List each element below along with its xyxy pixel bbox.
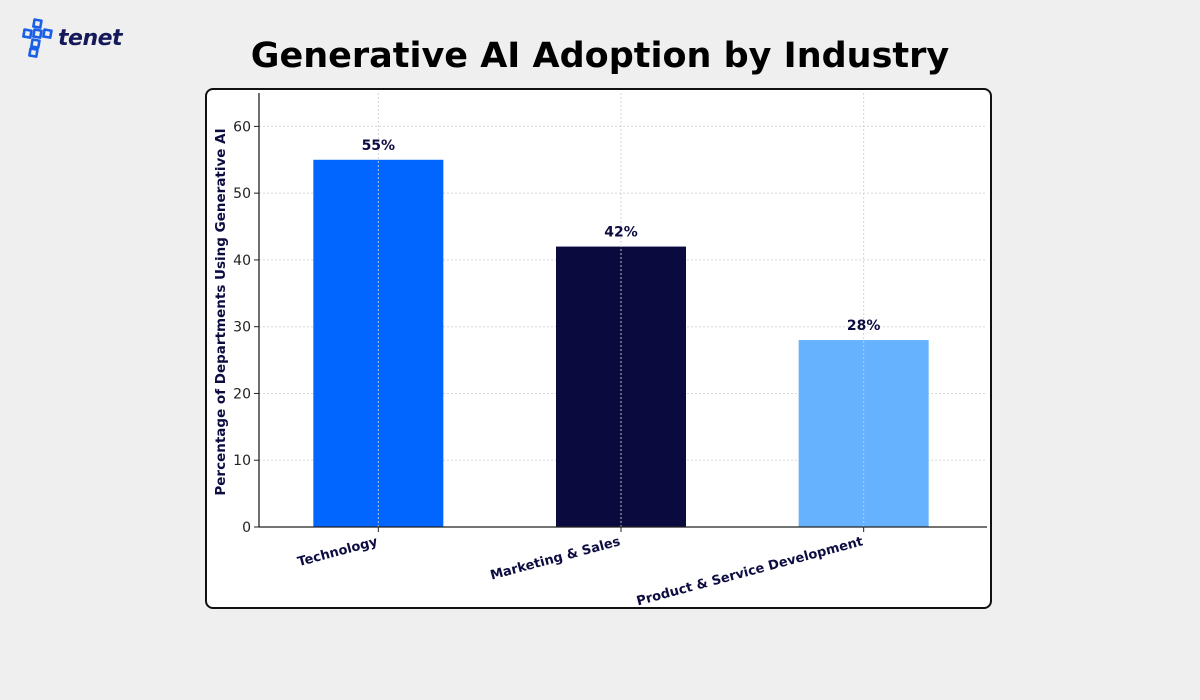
data-label: 28% [847, 318, 881, 334]
y-tick-label: 0 [242, 520, 251, 536]
data-label: 55% [362, 138, 396, 154]
vgrid-layer [377, 93, 865, 527]
data-label: 42% [604, 225, 638, 241]
y-tick-label: 40 [233, 253, 251, 269]
y-tick-label: 60 [233, 119, 251, 135]
x-tick-label: Technology [296, 534, 380, 570]
x-tick-label: Product & Service Development [635, 534, 865, 609]
axis-layer [254, 93, 987, 532]
y-tick-label: 50 [233, 186, 251, 202]
chart-title: Generative AI Adoption by Industry [250, 36, 950, 76]
x-tick-label: Marketing & Sales [489, 534, 623, 583]
y-tick-label: 10 [233, 453, 251, 469]
bar-layer [313, 159, 929, 528]
tenet-logo-icon [22, 18, 53, 58]
y-axis-title: Percentage of Departments Using Generati… [213, 128, 229, 495]
brand-logo: tenet [20, 18, 123, 58]
chart-frame: 0 10 20 30 40 50 60 55% Technology 42% Marketing &… [205, 88, 992, 609]
y-tick-label: 20 [233, 386, 251, 402]
brand-name: tenet [58, 25, 123, 51]
y-tick-label: 30 [233, 320, 251, 336]
bar-chart: 0 10 20 30 40 50 60 55% Technology 42% Marketing &… [213, 93, 987, 609]
